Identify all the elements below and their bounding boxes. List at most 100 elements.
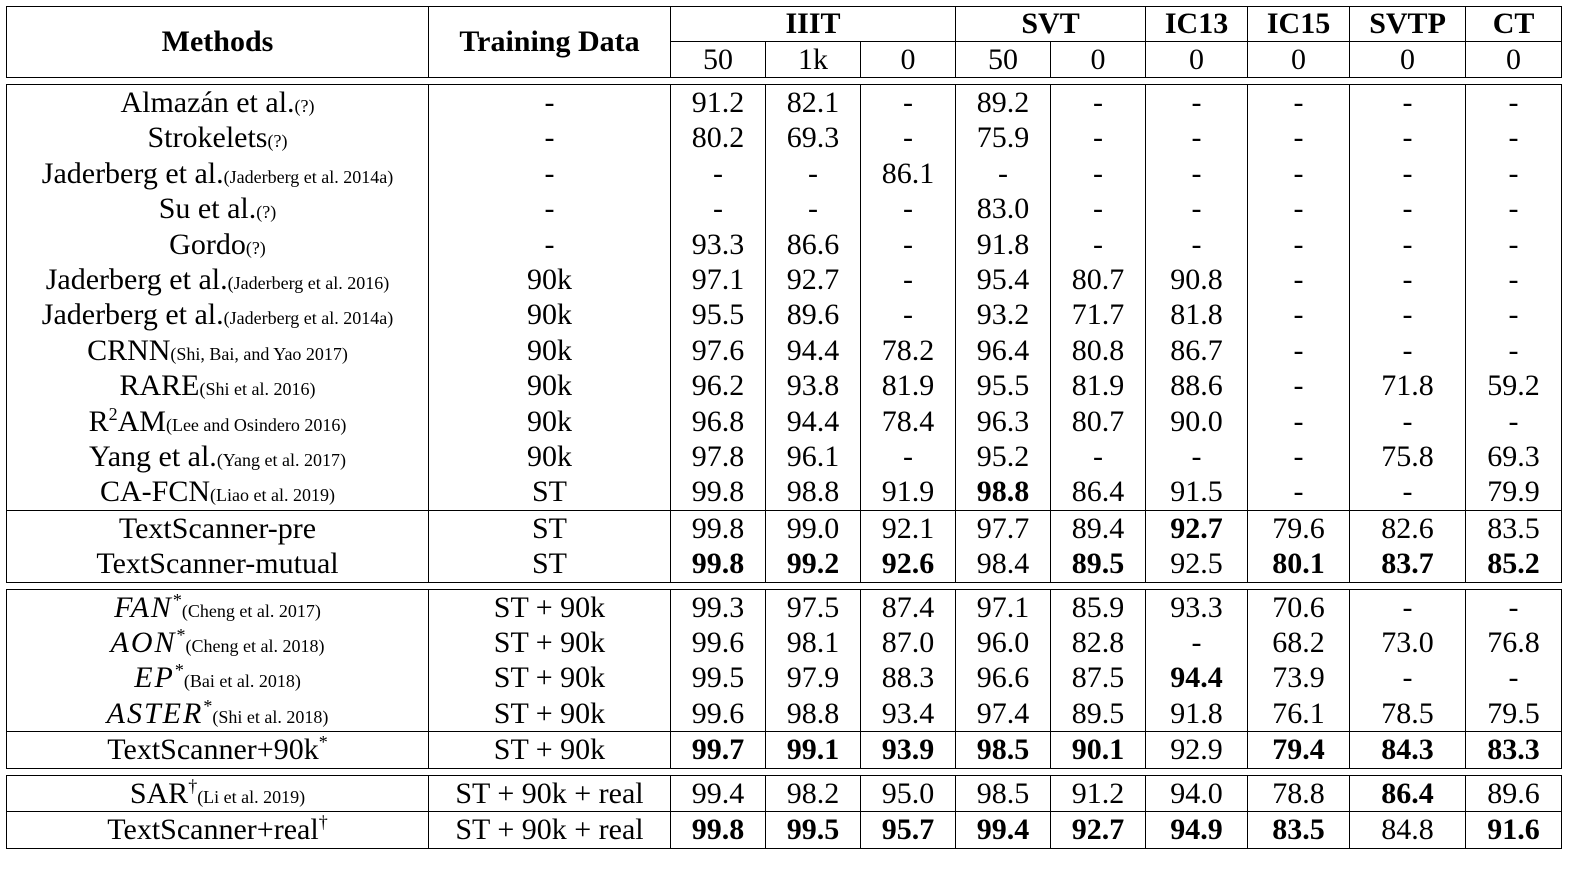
score-cell: 80.7 — [1050, 403, 1145, 440]
score-cell: 93.4 — [860, 696, 955, 732]
method-superscript: * — [318, 732, 328, 753]
table-row: Strokelets(?) -80.2 69.3-75.9- - - - - — [6, 120, 1563, 157]
training-data-cell: ST — [428, 474, 670, 511]
method-label-suffix: AM — [117, 404, 166, 438]
method-label: TextScanner+90k — [107, 733, 319, 767]
score-cell: - — [1050, 120, 1145, 157]
score-cell: 86.4 — [1349, 774, 1466, 812]
group-header-ic15: IC15 — [1247, 6, 1350, 42]
method-name: Jaderberg et al.(Jaderberg et al. 2014a) — [6, 297, 428, 334]
score-cell: 99.4 — [670, 774, 765, 812]
score-cell: 99.1 — [765, 731, 860, 769]
score-cell: - — [1349, 403, 1465, 440]
score-cell: 94.0 — [1145, 774, 1248, 812]
method-label: Almazán et al. — [120, 86, 295, 120]
method-label: RARE — [119, 369, 200, 403]
score-cell: - — [1465, 333, 1563, 369]
method-citation: (?) — [256, 202, 277, 223]
sub-header: 0 — [1247, 42, 1350, 79]
training-data-cell: - — [428, 191, 670, 227]
score-cell: 99.4 — [955, 811, 1051, 849]
score-cell: - — [1145, 439, 1247, 475]
score-cell: - — [1465, 297, 1563, 334]
score-cell: 99.3 — [670, 588, 765, 626]
score-cell: 87.4 — [860, 588, 956, 626]
score-cell: 97.6 — [670, 333, 765, 369]
table-row: Jaderberg et al.(Jaderberg et al. 2014a)… — [6, 156, 1563, 192]
score-cell: 92.1 — [860, 510, 956, 547]
score-cell: - — [1465, 84, 1563, 121]
score-cell: - — [1247, 439, 1349, 475]
method-citation: (Jaderberg et al. 2016) — [227, 273, 390, 294]
score-cell: 81.9 — [1050, 368, 1145, 404]
method-label: AON — [110, 625, 177, 659]
score-cell: 88.3 — [860, 660, 955, 697]
score-cell: 98.4 — [955, 546, 1051, 583]
method-name: CA-FCN(Liao et al. 2019) — [6, 474, 428, 511]
score-cell: - — [1247, 262, 1349, 298]
method-name: R2AM(Lee and Osindero 2016) — [6, 403, 428, 440]
method-superscript: * — [203, 695, 213, 716]
score-cell: 97.9 — [765, 660, 860, 697]
score-cell: - — [1050, 84, 1146, 121]
score-cell: 89.6 — [765, 297, 860, 334]
score-cell: 81.8 — [1145, 297, 1247, 334]
score-cell: - — [1247, 333, 1349, 369]
method-superscript: * — [172, 589, 182, 610]
score-cell: - — [860, 226, 955, 263]
training-data-cell: ST + 90k + real — [428, 811, 670, 849]
method-name: TextScanner+real† — [6, 811, 428, 849]
score-cell: 85.9 — [1050, 588, 1146, 626]
score-cell: 97.4 — [955, 696, 1050, 732]
score-cell: 93.8 — [765, 368, 860, 404]
method-name: Jaderberg et al.(Jaderberg et al. 2014a) — [6, 156, 428, 192]
method-label: Yang et al. — [89, 439, 217, 473]
score-cell: 83.0 — [955, 191, 1050, 227]
score-cell: 99.5 — [765, 811, 860, 849]
score-cell: 91.8 — [1145, 696, 1247, 732]
sub-header: 0 — [1145, 42, 1248, 79]
score-cell: - — [1465, 660, 1563, 697]
score-cell: 91.6 — [1465, 811, 1563, 849]
score-cell: - — [860, 297, 955, 334]
table-row: TextScanner+90k* ST + 90k 99.7 99.1 93.9 98.5… — [6, 731, 1563, 769]
method-superscript: † — [318, 811, 328, 832]
table-row: TextScanner+real† ST + 90k + real 99.8 99.5… — [6, 811, 1563, 849]
method-name: AON*(Cheng et al. 2018) — [6, 625, 428, 661]
score-cell: 91.2 — [670, 84, 765, 121]
score-cell: - — [670, 191, 765, 227]
table-row: TextScanner-pre ST 99.8 99.0 92.1 97.7 89.4 92.… — [6, 510, 1563, 547]
table-row: FAN*(Cheng et al. 2017) ST + 90k 99.3 97.5 8… — [6, 588, 1563, 626]
training-data-cell: - — [428, 156, 670, 192]
method-citation: (?) — [245, 237, 266, 258]
score-cell: 97.7 — [955, 510, 1051, 547]
score-cell: 78.8 — [1247, 774, 1350, 812]
method-citation: (Shi et al. 2016) — [199, 379, 316, 400]
method-label: SAR — [129, 776, 189, 810]
score-cell: - — [1465, 588, 1563, 626]
training-data-cell: ST + 90k — [428, 696, 670, 732]
score-cell: 99.5 — [670, 660, 765, 697]
method-superscript: † — [188, 775, 198, 796]
score-cell: 89.5 — [1050, 696, 1145, 732]
score-cell: 79.4 — [1247, 731, 1350, 769]
table-row: CA-FCN(Liao et al. 2019) ST 99.8 98.8 91.9 98… — [6, 474, 1563, 511]
score-cell: - — [1247, 156, 1349, 192]
methods-header: Methods — [6, 6, 428, 79]
method-name: RARE(Shi et al. 2016) — [6, 368, 428, 404]
score-cell: 98.2 — [765, 774, 860, 812]
score-cell: 97.1 — [955, 588, 1051, 626]
training-data-cell: 90k — [428, 262, 670, 298]
score-cell: - — [1247, 226, 1349, 263]
score-cell: - — [1247, 474, 1349, 511]
table-row: SAR†(Li et al. 2019) ST + 90k + real 99.4 9… — [6, 774, 1563, 812]
score-cell: - — [1145, 84, 1248, 121]
method-superscript: 2 — [108, 403, 118, 424]
table-row: Jaderberg et al.(Jaderberg et al. 2014a)… — [6, 297, 1563, 334]
table-row: Jaderberg et al.(Jaderberg et al. 2016) 9… — [6, 262, 1563, 298]
training-data-cell: ST — [428, 546, 670, 583]
score-cell: 97.1 — [670, 262, 765, 298]
method-name: Su et al.(?) — [6, 191, 428, 227]
score-cell: - — [860, 120, 955, 157]
group-header-svtp: SVTP — [1349, 6, 1466, 42]
